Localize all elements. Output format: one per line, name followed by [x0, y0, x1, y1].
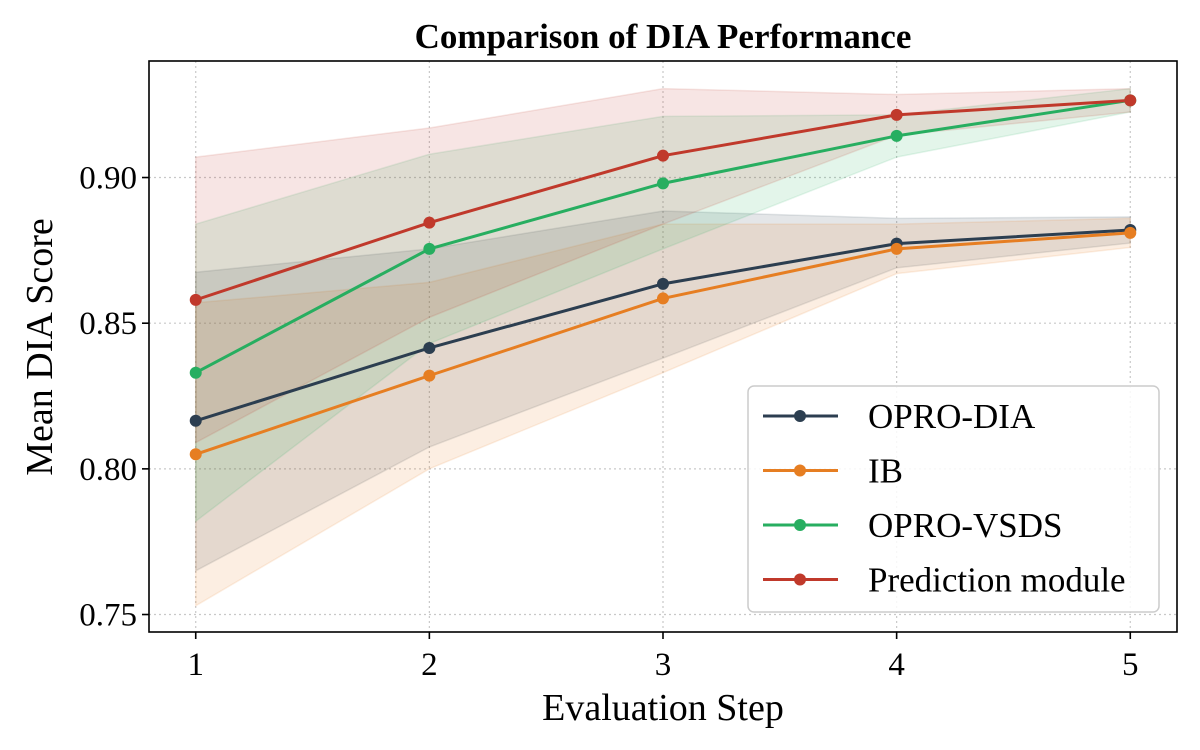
y-tick-label-2: 0.80: [79, 452, 137, 488]
point-prediction-module-4: [890, 108, 903, 121]
point-ib-3: [657, 292, 669, 305]
x-tick-label-4: 4: [888, 647, 905, 683]
legend-item-opro-vsds: OPRO-VSDS: [763, 506, 1063, 545]
legend: OPRO-DIA IB OPRO-VSDS Prediction module: [747, 385, 1160, 613]
point-ib-1: [189, 448, 202, 461]
point-prediction-module-2: [423, 216, 436, 229]
point-opro-vsds-1: [189, 366, 202, 379]
legend-label-prediction-module: Prediction module: [868, 561, 1126, 600]
x-axis-label: Evaluation Step: [542, 687, 784, 729]
axis-ticks: 1 2 3 4 5 0.75 0.80 0.85 0.90: [79, 161, 1138, 683]
y-axis-label: Mean DIA Score: [19, 218, 61, 475]
point-ib-5: [1124, 226, 1137, 239]
series-points: [189, 94, 1137, 461]
legend-label-ib: IB: [868, 452, 903, 491]
y-tick-label-3: 0.85: [79, 306, 137, 342]
band-prediction-module: [194, 87, 1132, 444]
legend-label-opro-dia: OPRO-DIA: [868, 397, 1036, 436]
y-tick-label-4: 0.90: [79, 161, 137, 197]
legend-swatch-marker-ib: [794, 464, 806, 477]
point-prediction-module-3: [657, 149, 669, 162]
legend-item-opro-dia: OPRO-DIA: [763, 397, 1036, 436]
point-prediction-module-5: [1124, 94, 1137, 107]
band-opro-dia: [194, 210, 1132, 573]
legend-label-opro-vsds: OPRO-VSDS: [868, 506, 1063, 545]
point-opro-dia-3: [657, 277, 669, 290]
point-ib-2: [423, 369, 436, 382]
point-ib-4: [890, 242, 903, 255]
band-ib: [194, 217, 1132, 608]
point-opro-dia-1: [189, 414, 202, 427]
legend-item-prediction-module: Prediction module: [763, 561, 1126, 600]
legend-swatch-marker-prediction-module: [794, 573, 806, 586]
x-tick-label-2: 2: [421, 647, 438, 683]
point-opro-vsds-2: [423, 242, 436, 255]
legend-item-ib: IB: [763, 452, 903, 491]
x-tick-label-1: 1: [187, 647, 204, 683]
x-tick-label-5: 5: [1122, 647, 1139, 683]
chart-title: Comparison of DIA Performance: [415, 17, 912, 56]
x-tick-label-3: 3: [655, 647, 672, 683]
point-prediction-module-1: [189, 293, 202, 306]
legend-frame: [747, 385, 1160, 613]
point-opro-vsds-3: [657, 177, 669, 190]
point-opro-dia-2: [423, 341, 436, 354]
legend-swatch-marker-opro-dia: [794, 410, 806, 422]
y-tick-label-1: 0.75: [79, 598, 137, 634]
legend-swatch-marker-opro-vsds: [794, 519, 806, 531]
point-opro-vsds-4: [890, 129, 903, 142]
confidence-bands: [194, 87, 1132, 608]
